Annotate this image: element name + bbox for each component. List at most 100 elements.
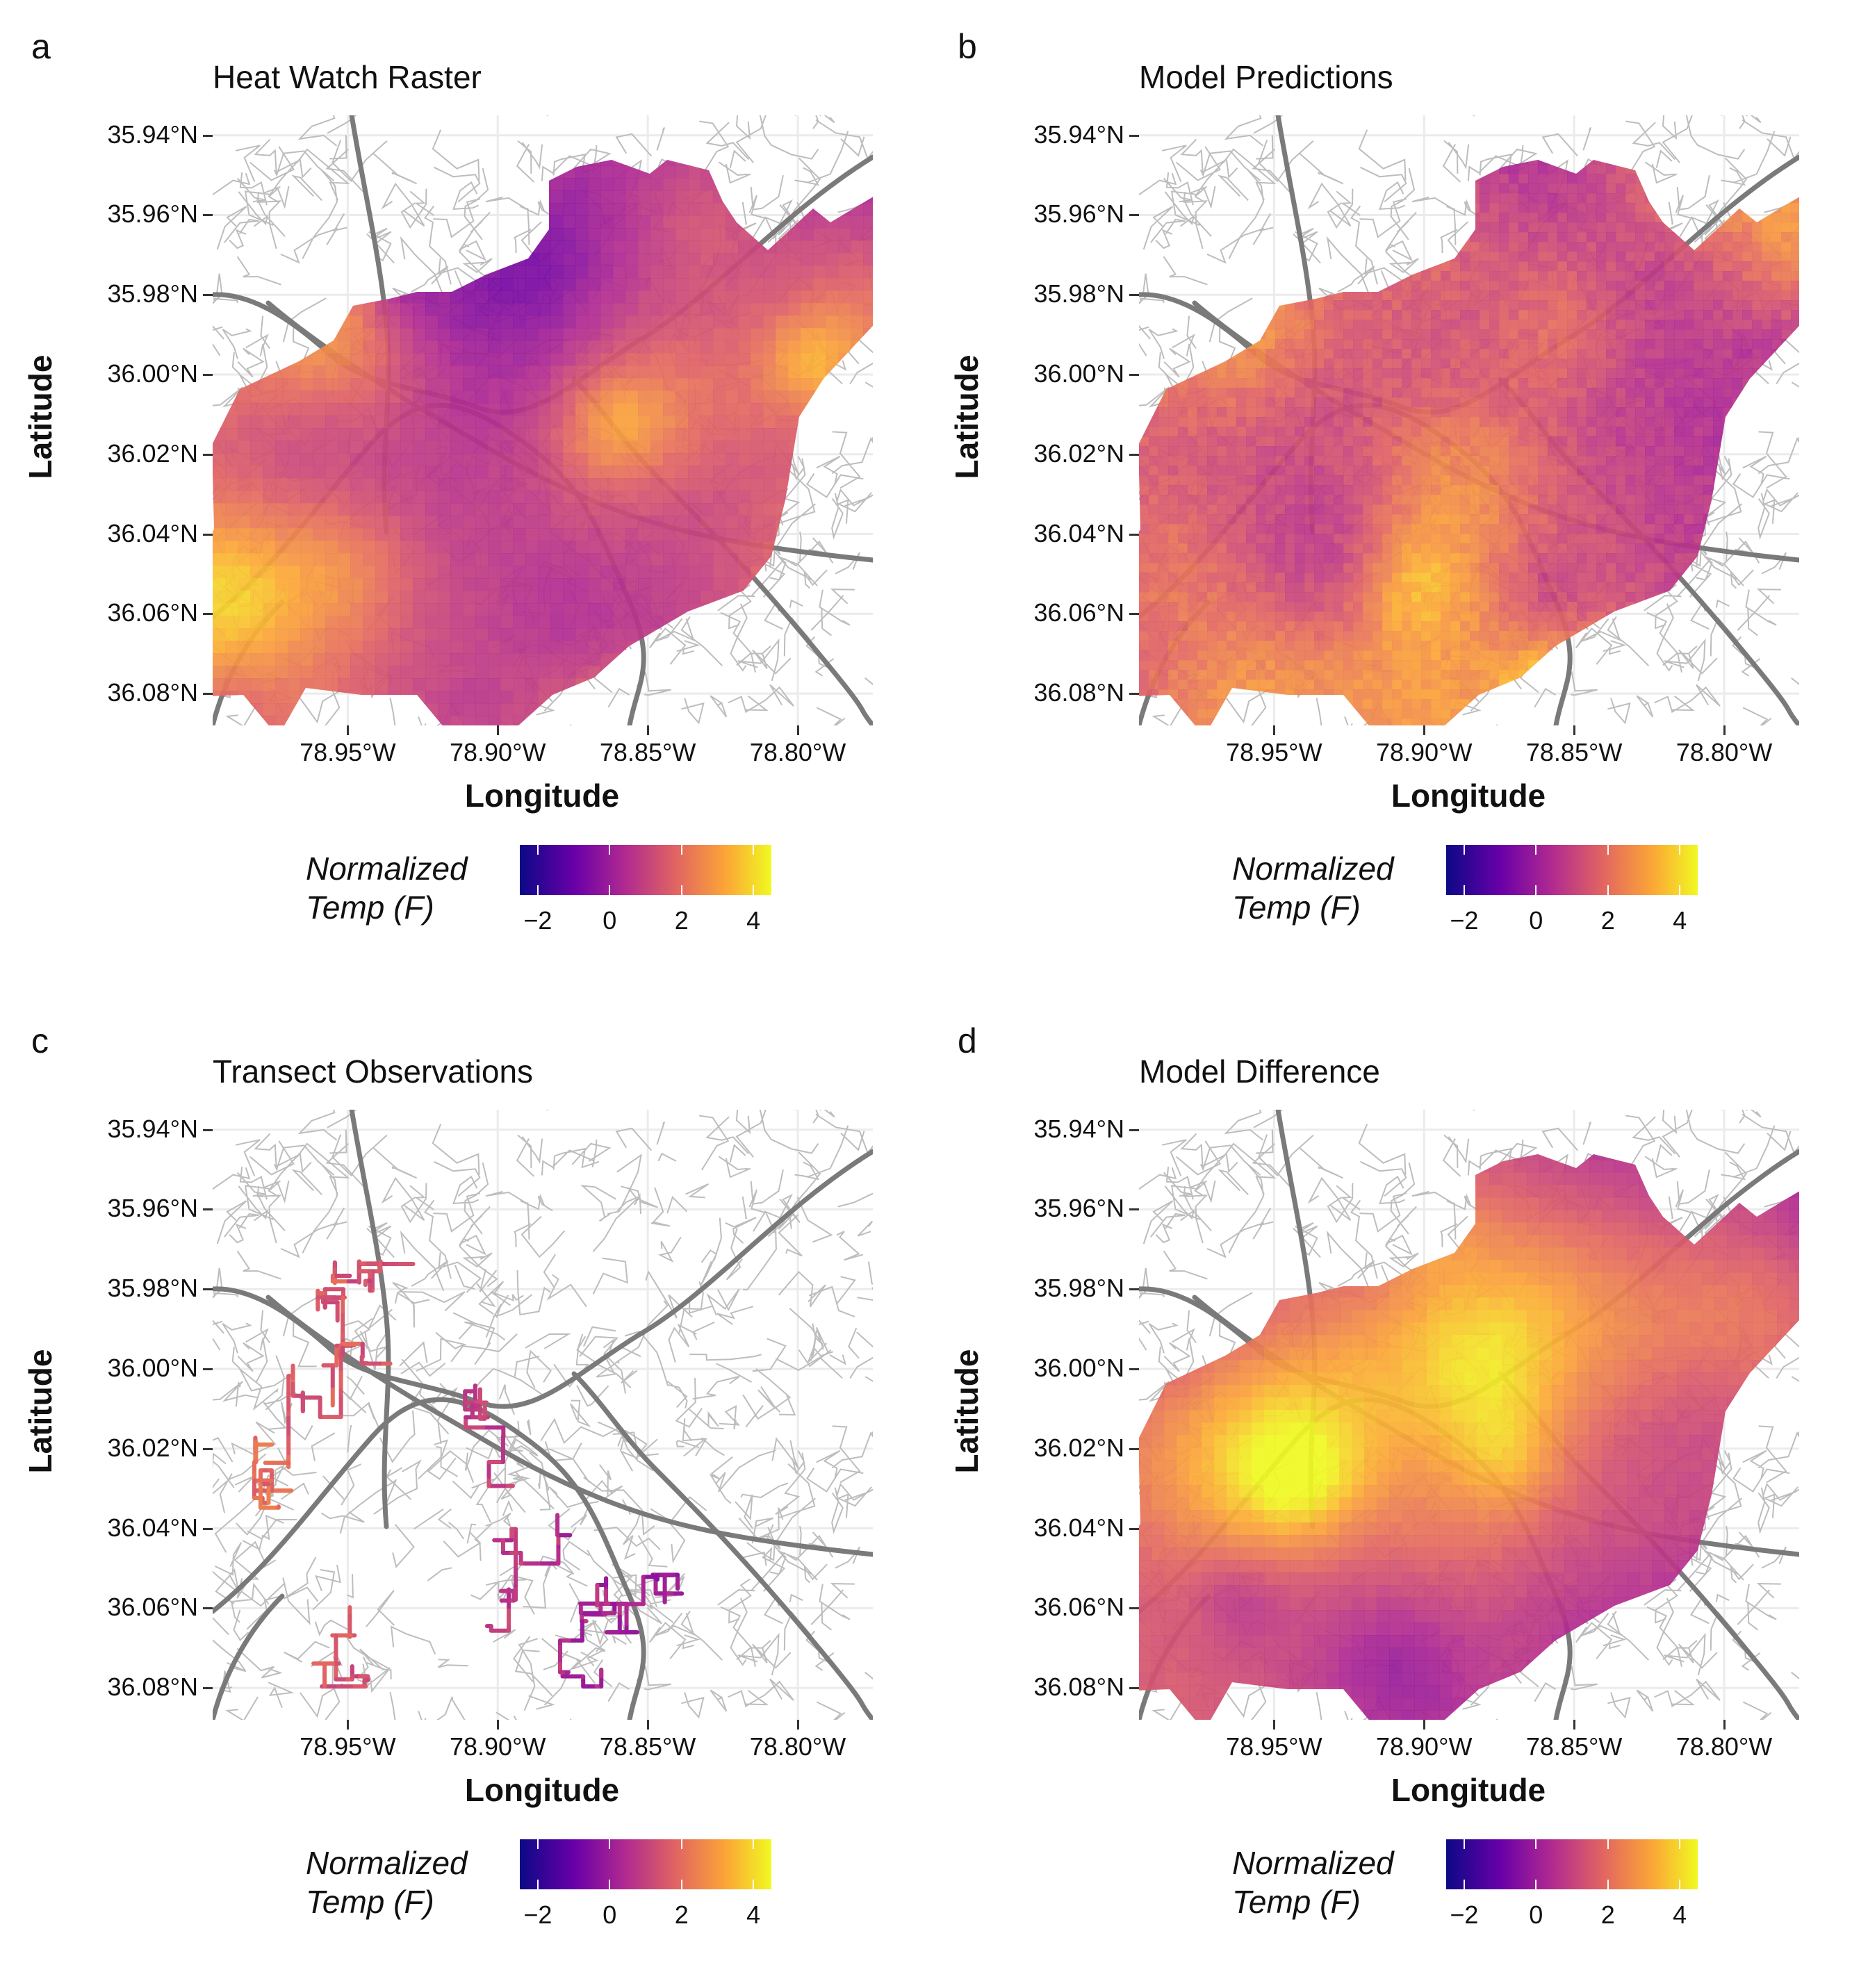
colorbar-tick [536, 1880, 539, 1889]
colorbar-label: 0 [1529, 1900, 1543, 1929]
x-tick-mark [497, 1720, 500, 1730]
y-tick-mark [1129, 1128, 1139, 1131]
x-tick-mark [1573, 1720, 1576, 1730]
legend-title: Normalized Temp (F) [1232, 849, 1394, 927]
colorbar-tick [753, 1880, 755, 1889]
colorbar-tick [753, 1839, 755, 1849]
legend-title: Normalized Temp (F) [306, 849, 468, 927]
x-tick-label: 78.80°W [1675, 1732, 1773, 1761]
panel-d: d Model Difference 36.08°N 36.06°N 36.04°N… [926, 994, 1852, 1988]
y-tick-label: 36.04°N [107, 518, 198, 548]
colorbar-tick [1463, 885, 1465, 895]
x-tick-label: 78.95°W [300, 1732, 396, 1761]
legend-title-line2: Temp (F) [306, 889, 434, 926]
y-tick-label: 36.02°N [1033, 438, 1124, 468]
y-tick-label: 35.96°N [107, 199, 198, 229]
map-transects[interactable] [213, 1110, 873, 1720]
y-tick-mark [1129, 1368, 1139, 1370]
x-tick-label: 78.90°W [1375, 1732, 1473, 1761]
basemap [213, 1110, 873, 1720]
legend-title-line1: Normalized [1232, 1845, 1394, 1881]
panel-b: b Model Predictions 36.08°N 36.06°N 36.04°… [926, 0, 1852, 994]
panel-c: c Transect Observations 36.08°N 36.06°N 36… [0, 994, 926, 1988]
x-tick-label: 78.85°W [1525, 1732, 1623, 1761]
map-raster[interactable] [213, 115, 873, 725]
y-tick-label: 36.08°N [1033, 678, 1124, 707]
colorbar [1446, 1839, 1698, 1889]
y-axis-title: Latitude [949, 1349, 985, 1474]
x-tick-label: 78.95°W [1226, 1732, 1322, 1761]
y-tick-mark [1129, 613, 1139, 616]
colorbar-tick [753, 885, 755, 895]
y-tick-mark [1129, 693, 1139, 696]
map-model-difference[interactable] [1139, 1110, 1799, 1720]
colorbar-tick [1607, 845, 1609, 855]
x-axis-title: Longitude [464, 778, 620, 814]
y-tick-mark [203, 693, 213, 696]
y-tick-mark [1129, 1288, 1139, 1291]
y-tick-mark [203, 1128, 213, 1131]
map-model-predictions[interactable] [1139, 115, 1799, 725]
legend-title-line2: Temp (F) [306, 1884, 434, 1920]
y-tick-mark [1129, 134, 1139, 137]
y-axis-title: Latitude [22, 354, 58, 479]
colorbar-label: 4 [746, 906, 761, 935]
colorbar-tick [680, 885, 682, 895]
colorbar-tick [1535, 1839, 1537, 1849]
panel-title: Model Difference [1139, 1053, 1380, 1090]
x-tick-mark [797, 725, 800, 735]
colorbar-label: 0 [603, 906, 617, 935]
x-axis-title: Longitude [464, 1772, 620, 1808]
y-tick-label: 36.08°N [107, 678, 198, 707]
x-tick-label: 78.95°W [300, 738, 396, 766]
y-tick-mark [203, 1288, 213, 1291]
x-tick-mark [797, 1720, 800, 1730]
colorbar-tick [609, 885, 611, 895]
y-tick-label: 35.96°N [1033, 199, 1124, 229]
y-tick-label: 36.08°N [1033, 1673, 1124, 1702]
x-tick-mark [1273, 1720, 1276, 1730]
y-tick-mark [1129, 453, 1139, 456]
y-tick-label: 36.04°N [1033, 1513, 1124, 1542]
panel-a: a Heat Watch Raster 36.08°N 36.06°N 36.04°… [0, 0, 926, 994]
legend-title-line2: Temp (F) [1232, 889, 1361, 926]
y-tick-mark [1129, 374, 1139, 376]
transect-routes [252, 1259, 685, 1689]
x-tick-label: 78.90°W [449, 738, 546, 766]
y-tick-mark [1129, 1607, 1139, 1610]
x-tick-mark [1723, 1720, 1726, 1730]
y-tick-mark [203, 1447, 213, 1450]
legend-title: Normalized Temp (F) [1232, 1843, 1394, 1921]
colorbar-tick [1607, 1839, 1609, 1849]
colorbar-tick [1463, 845, 1465, 855]
colorbar-tick [609, 1880, 611, 1889]
x-tick-label: 78.80°W [749, 1732, 846, 1761]
panel-title: Transect Observations [213, 1053, 534, 1090]
y-tick-label: 36.02°N [107, 438, 198, 468]
y-tick-label: 36.06°N [107, 1593, 198, 1622]
colorbar-tick [536, 845, 539, 855]
y-tick-mark [1129, 214, 1139, 217]
x-tick-label: 78.80°W [749, 738, 846, 766]
colorbar-tick [1535, 885, 1537, 895]
colorbar [520, 845, 771, 895]
colorbar-label: −2 [523, 1900, 552, 1929]
y-tick-mark [1129, 1687, 1139, 1690]
y-tick-label: 36.00°N [1033, 359, 1124, 388]
legend-title-line2: Temp (F) [1232, 1884, 1361, 1920]
panel-title: Model Predictions [1139, 59, 1393, 95]
y-tick-mark [203, 374, 213, 376]
panel-letter: d [958, 1021, 977, 1060]
colorbar-label: 0 [603, 1900, 617, 1929]
x-tick-mark [1423, 725, 1426, 735]
y-tick-mark [203, 613, 213, 616]
y-tick-mark [203, 1687, 213, 1690]
colorbar-label: 2 [674, 1900, 689, 1929]
y-tick-mark [1129, 533, 1139, 536]
y-tick-label: 36.04°N [107, 1513, 198, 1542]
colorbar-tick [1679, 885, 1681, 895]
x-tick-label: 78.95°W [1226, 738, 1322, 766]
x-axis-title: Longitude [1391, 778, 1546, 814]
x-tick-mark [497, 725, 500, 735]
y-tick-label: 36.00°N [107, 359, 198, 388]
